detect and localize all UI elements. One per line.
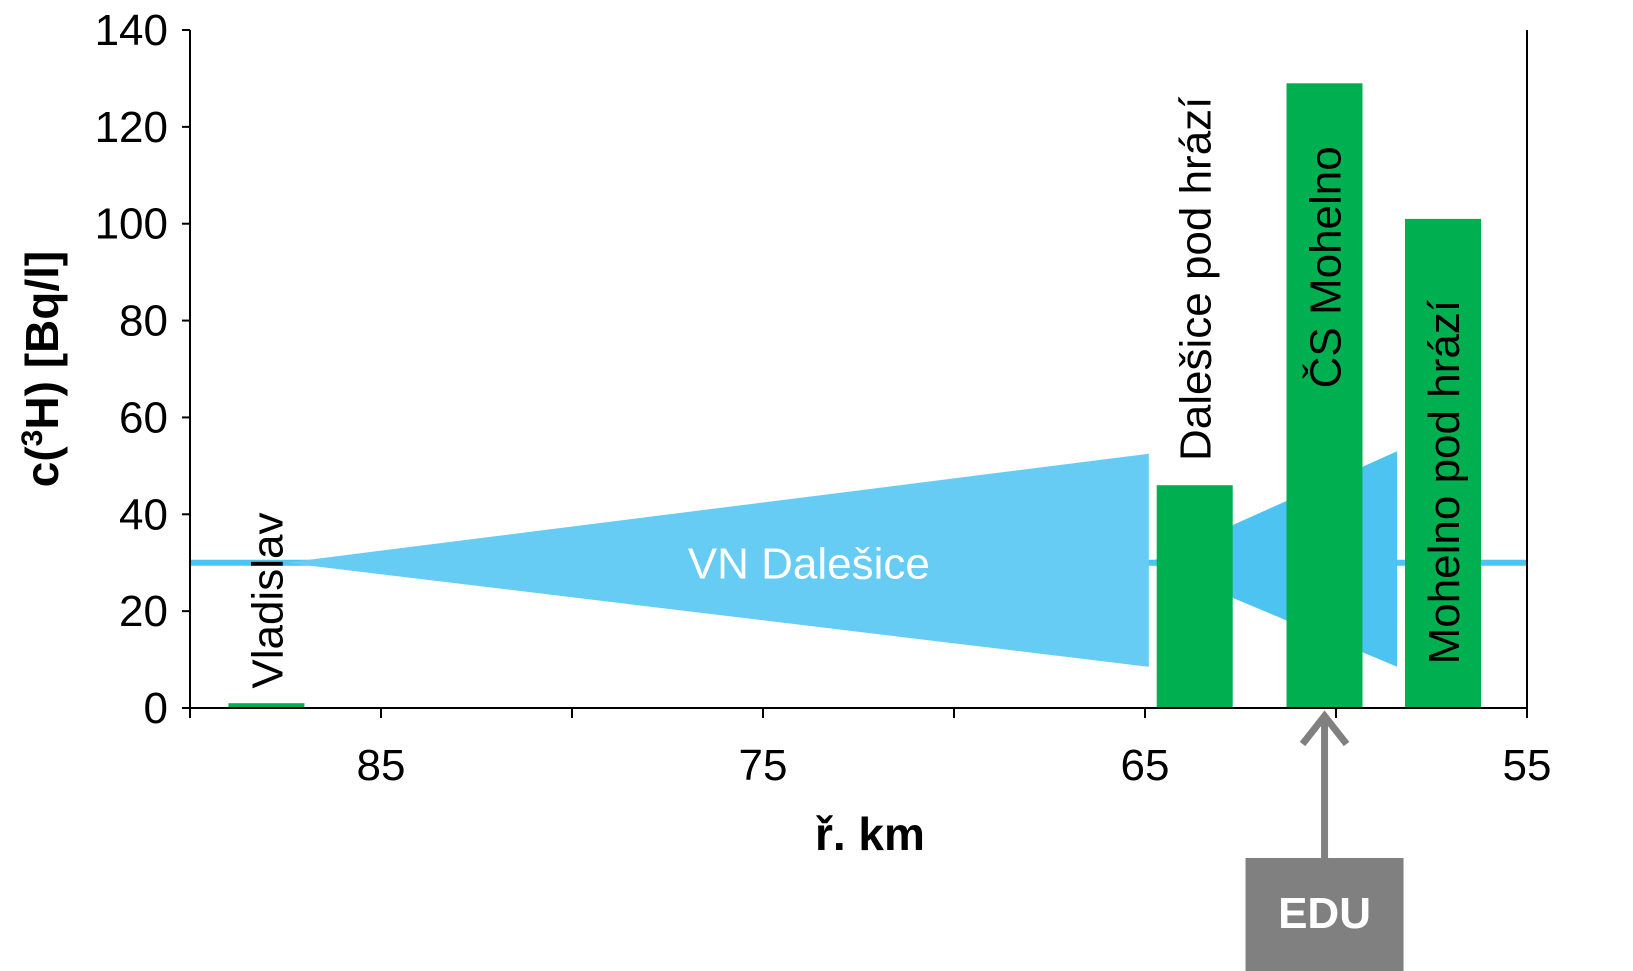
- reservoir-dalesice-shape: [285, 453, 1149, 667]
- edu-marker-box: [1245, 858, 1404, 971]
- bar-1: [228, 703, 305, 708]
- bar-label: ČS Mohelno: [1301, 146, 1351, 388]
- tick-marks: [182, 29, 1528, 718]
- edu-arrow-head: [1299, 710, 1350, 747]
- bar-3: [1286, 83, 1363, 709]
- bar-label: Vladislav: [243, 513, 292, 689]
- x-tick-label: 75: [739, 741, 788, 790]
- bar-label: Dalešice pod hrází: [1172, 96, 1221, 461]
- y-tick-label: 120: [95, 103, 168, 152]
- axes: [189, 30, 1528, 709]
- y-tick-label: 100: [95, 200, 168, 249]
- y-tick-label: 40: [119, 490, 168, 539]
- reservoir-label: VN Dalešice: [688, 540, 930, 589]
- y-tick-label: 20: [119, 587, 168, 636]
- y-axis-title: c(3H) [Bq/l]: [16, 251, 69, 487]
- bar-2: [1156, 485, 1233, 708]
- labels: Vladislav Dalešice pod hrází ČS Mohelno Moh…: [16, 6, 1552, 971]
- x-tick-label: 55: [1503, 741, 1552, 790]
- x-tick-label: 65: [1121, 741, 1170, 790]
- bar-4: [1405, 218, 1481, 708]
- bars: [228, 83, 1481, 709]
- y-tick-label: 0: [144, 684, 168, 733]
- x-tick-label: 85: [357, 741, 406, 790]
- x-axis-title: ř. km: [815, 808, 925, 860]
- y-tick-label: 140: [95, 6, 168, 55]
- bar-label: Mohelno pod hrází: [1420, 299, 1469, 664]
- edu-marker-label: EDU: [1278, 889, 1371, 938]
- y-tick-label: 60: [119, 393, 168, 442]
- y-tick-label: 80: [119, 297, 168, 346]
